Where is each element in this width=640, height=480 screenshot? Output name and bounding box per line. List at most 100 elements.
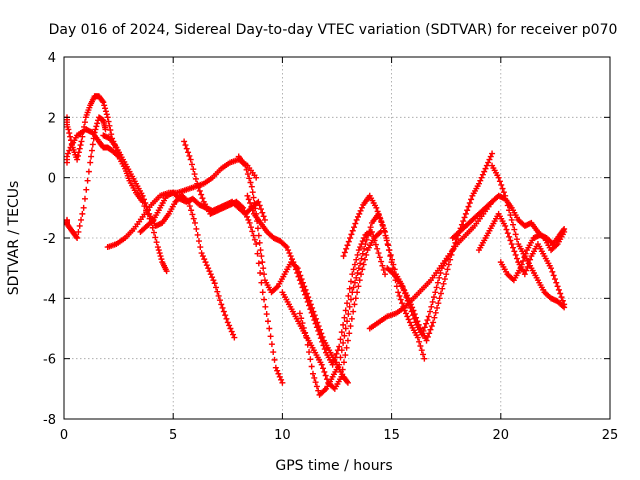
data-point bbox=[182, 142, 189, 149]
data-point bbox=[344, 242, 351, 249]
data-point bbox=[223, 315, 230, 322]
data-point bbox=[250, 194, 257, 201]
data-point bbox=[354, 213, 361, 220]
data-point bbox=[261, 216, 268, 223]
data-point bbox=[342, 352, 349, 359]
data-point bbox=[353, 274, 360, 281]
data-point bbox=[227, 325, 234, 332]
data-point bbox=[342, 307, 349, 314]
data-point bbox=[341, 249, 348, 256]
data-point bbox=[78, 216, 85, 223]
data-point bbox=[414, 318, 421, 325]
data-point bbox=[356, 210, 363, 217]
data-point bbox=[432, 309, 439, 316]
data-point bbox=[378, 258, 385, 265]
data-point bbox=[292, 266, 299, 273]
data-point bbox=[399, 300, 406, 307]
data-point bbox=[66, 130, 73, 137]
data-point bbox=[429, 298, 436, 305]
data-point bbox=[506, 233, 513, 240]
x-tick-label: 25 bbox=[602, 428, 619, 443]
data-point bbox=[508, 216, 515, 223]
data-point bbox=[201, 256, 208, 263]
data-point bbox=[190, 166, 197, 173]
data-point bbox=[464, 207, 471, 214]
data-point bbox=[68, 140, 75, 147]
data-point bbox=[347, 296, 354, 303]
data-point bbox=[320, 342, 327, 349]
data-point bbox=[361, 256, 368, 263]
data-point bbox=[199, 253, 206, 260]
data-point bbox=[244, 192, 251, 199]
data-point bbox=[78, 138, 85, 145]
series-arc-17 bbox=[489, 162, 568, 311]
data-point bbox=[489, 150, 496, 157]
data-point bbox=[308, 309, 315, 316]
data-point bbox=[353, 256, 360, 263]
data-point bbox=[203, 262, 210, 269]
data-point bbox=[441, 276, 448, 283]
data-point bbox=[548, 265, 555, 272]
data-point bbox=[468, 196, 475, 203]
data-point bbox=[504, 230, 511, 237]
data-point bbox=[403, 292, 410, 299]
data-point bbox=[74, 152, 81, 159]
data-point bbox=[406, 298, 413, 305]
data-point bbox=[523, 267, 530, 274]
data-point bbox=[409, 304, 416, 311]
data-point bbox=[258, 253, 265, 260]
data-point bbox=[452, 239, 459, 246]
data-point bbox=[426, 330, 433, 337]
data-point bbox=[193, 225, 200, 232]
data-point bbox=[423, 320, 430, 327]
data-point bbox=[520, 257, 527, 264]
series-arc-07 bbox=[181, 138, 286, 386]
data-point bbox=[436, 295, 443, 302]
data-point bbox=[300, 324, 307, 331]
data-point bbox=[195, 184, 202, 191]
data-point bbox=[278, 376, 285, 383]
data-point bbox=[247, 200, 254, 207]
data-point bbox=[395, 289, 402, 296]
data-point bbox=[502, 192, 509, 199]
data-point bbox=[255, 232, 262, 239]
data-point bbox=[296, 310, 303, 317]
data-point bbox=[351, 279, 358, 286]
data-point bbox=[502, 222, 509, 229]
data-point bbox=[84, 177, 91, 184]
data-point bbox=[358, 255, 365, 262]
data-point bbox=[424, 317, 431, 324]
data-point bbox=[163, 268, 170, 275]
data-point bbox=[245, 196, 252, 203]
data-point bbox=[153, 239, 160, 246]
data-point bbox=[405, 295, 412, 302]
data-point bbox=[377, 215, 384, 222]
data-point bbox=[254, 225, 261, 232]
grid-lines bbox=[64, 57, 610, 419]
data-point bbox=[189, 211, 196, 218]
data-point bbox=[80, 128, 87, 135]
data-point bbox=[242, 210, 249, 217]
data-point bbox=[511, 248, 518, 255]
data-point bbox=[308, 363, 315, 370]
data-point bbox=[87, 159, 94, 166]
data-point bbox=[303, 334, 310, 341]
data-point bbox=[262, 303, 269, 310]
data-point bbox=[152, 234, 159, 241]
data-point bbox=[477, 177, 484, 184]
data-point bbox=[352, 220, 359, 227]
data-point bbox=[199, 195, 206, 202]
data-point bbox=[315, 387, 322, 394]
data-point bbox=[344, 300, 351, 307]
data-point bbox=[479, 171, 486, 178]
data-point bbox=[186, 152, 193, 159]
data-point bbox=[256, 202, 263, 209]
data-point bbox=[338, 347, 345, 354]
data-point bbox=[337, 354, 344, 361]
data-point bbox=[298, 280, 305, 287]
data-point bbox=[407, 301, 414, 308]
data-point bbox=[74, 235, 81, 241]
data-point bbox=[94, 120, 101, 127]
data-point bbox=[397, 296, 404, 303]
data-point bbox=[503, 226, 510, 233]
